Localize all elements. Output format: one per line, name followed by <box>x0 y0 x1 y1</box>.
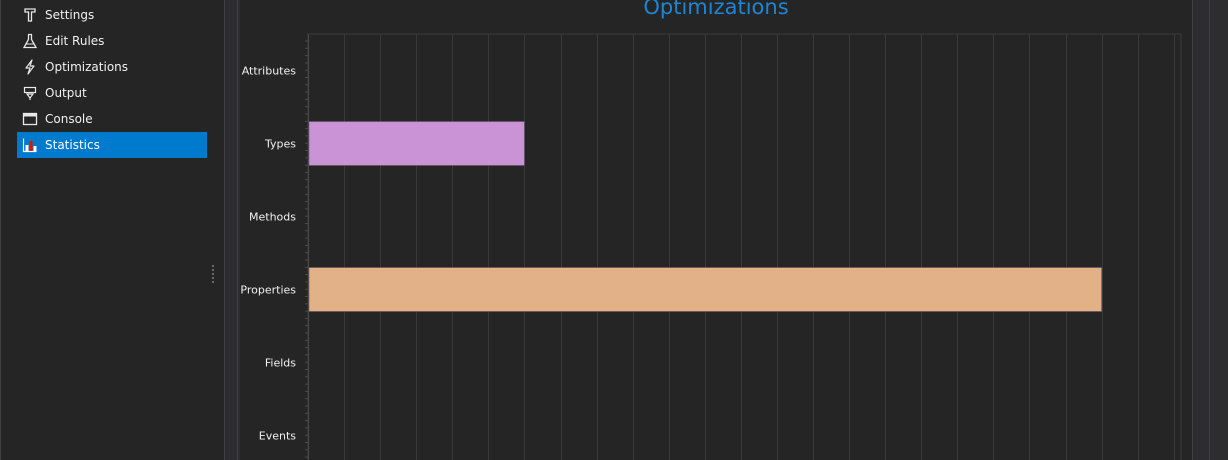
bar-properties <box>308 267 1102 312</box>
flask-icon <box>21 32 39 50</box>
output-icon <box>21 84 39 102</box>
right-panel-strip <box>1192 0 1228 460</box>
plot-area <box>307 33 1182 460</box>
nav-item-edit-rules[interactable]: Edit Rules <box>17 28 207 54</box>
chart-panel: Optimizations Attributes Types Methods Prop… <box>240 0 1192 460</box>
nav-item-statistics[interactable]: Statistics <box>17 132 207 158</box>
lightning-icon <box>21 58 39 76</box>
nav-item-label: Console <box>45 112 93 126</box>
category-label: Properties <box>240 284 296 297</box>
nav-item-label: Edit Rules <box>45 34 105 48</box>
nav-item-label: Settings <box>45 8 95 22</box>
nav-item-label: Statistics <box>45 138 100 152</box>
category-label: Events <box>259 430 297 443</box>
console-icon <box>21 110 39 128</box>
bar-chart-icon <box>21 136 39 154</box>
nav-item-label: Output <box>45 86 87 100</box>
bar-types <box>308 121 525 166</box>
settings-icon <box>21 6 39 24</box>
panel-splitter[interactable] <box>224 0 238 460</box>
right-panel-edge <box>1209 0 1210 460</box>
nav-item-settings[interactable]: Settings <box>17 2 207 28</box>
category-label: Methods <box>249 211 296 224</box>
bar-chart: Attributes Types Methods Properties Fields Ev… <box>240 33 1182 460</box>
nav-item-optimizations[interactable]: Optimizations <box>17 54 207 80</box>
chart-title: Optimizations <box>643 0 789 19</box>
nav-item-label: Optimizations <box>45 60 129 74</box>
nav-item-console[interactable]: Console <box>17 106 207 132</box>
splitter-grip-icon[interactable] <box>211 264 215 284</box>
nav-item-output[interactable]: Output <box>17 80 207 106</box>
category-label: Types <box>264 138 296 151</box>
navigation-panel: Settings Edit Rules Optimizations Output… <box>0 0 224 460</box>
category-label: Fields <box>265 357 296 370</box>
category-label: Attributes <box>242 65 297 78</box>
